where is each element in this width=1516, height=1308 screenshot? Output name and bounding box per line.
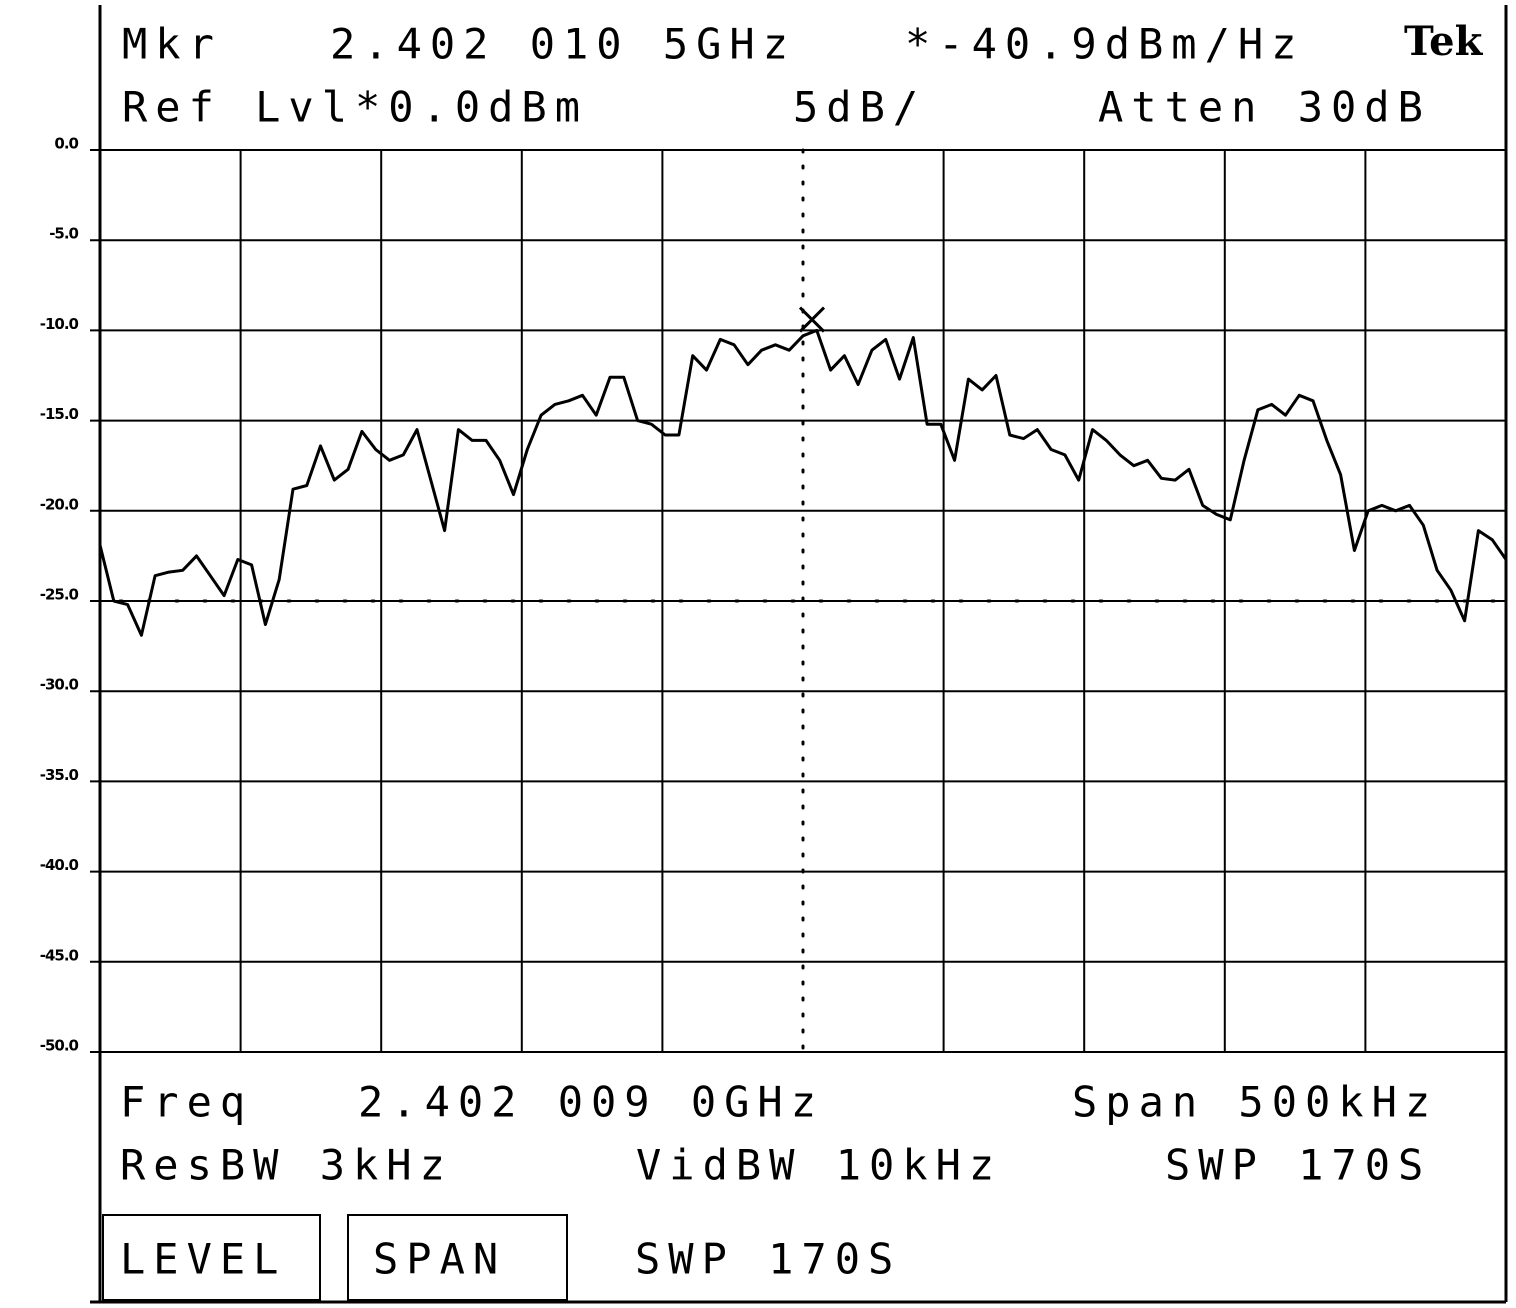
marker-label: Mkr: [122, 20, 222, 69]
marker-freq: 2.402 010 5GHz: [330, 20, 796, 69]
y-tick-label: 0.0: [54, 135, 78, 153]
y-tick-label: -15.0: [40, 405, 79, 423]
ref-level: Ref Lvl*0.0dBm: [122, 83, 588, 132]
button[interactable]: [102, 1214, 321, 1301]
center-freq: 2.402 009 0GHz: [358, 1078, 824, 1127]
marker: [798, 306, 826, 333]
freq-label: Freq: [120, 1078, 253, 1127]
y-tick-label: -40.0: [40, 856, 79, 874]
frame: [90, 5, 1508, 1304]
button-label[interactable]: SPAN: [373, 1235, 506, 1284]
y-tick-label: -20.0: [40, 495, 79, 513]
y-tick-label: -25.0: [40, 586, 79, 604]
span: Span 500kHz: [1072, 1078, 1438, 1127]
attenuation: Atten 30dB: [1098, 83, 1431, 132]
y-tick-label: -35.0: [40, 766, 79, 784]
button[interactable]: [347, 1214, 568, 1301]
scale: 5dB/: [793, 83, 926, 132]
y-tick-label: -45.0: [40, 946, 79, 964]
y-tick-label: -50.0: [40, 1037, 79, 1055]
vid-bw: VidBW 10kHz: [636, 1141, 1002, 1190]
brand: Tek: [1404, 18, 1484, 65]
res-bw: ResBW 3kHz: [120, 1141, 453, 1190]
button-label[interactable]: SWP 170S: [635, 1235, 901, 1284]
y-tick-label: -5.0: [49, 225, 78, 243]
trace: [98, 328, 1508, 637]
y-tick-label: -10.0: [40, 315, 79, 333]
marker-level: *-40.9dBm/Hz: [905, 20, 1304, 69]
button-label[interactable]: LEVEL: [120, 1235, 286, 1284]
sweep: SWP 170S: [1165, 1141, 1431, 1190]
y-tick-label: -30.0: [40, 676, 79, 694]
